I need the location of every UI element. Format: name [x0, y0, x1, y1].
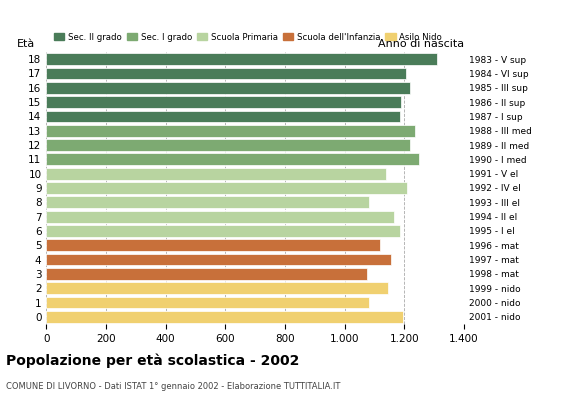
- Text: Età: Età: [17, 39, 35, 49]
- Bar: [46, 311, 403, 323]
- Text: Anno di nascita: Anno di nascita: [378, 39, 464, 49]
- Bar: [46, 125, 415, 137]
- Bar: [46, 225, 400, 237]
- Bar: [46, 53, 437, 65]
- Legend: Sec. II grado, Sec. I grado, Scuola Primaria, Scuola dell'Infanzia, Asilo Nido: Sec. II grado, Sec. I grado, Scuola Prim…: [50, 29, 445, 45]
- Text: COMUNE DI LIVORNO - Dati ISTAT 1° gennaio 2002 - Elaborazione TUTTITALIA.IT: COMUNE DI LIVORNO - Dati ISTAT 1° gennai…: [6, 382, 340, 391]
- Bar: [46, 254, 391, 266]
- Text: Popolazione per età scolastica - 2002: Popolazione per età scolastica - 2002: [6, 354, 299, 368]
- Bar: [46, 82, 410, 94]
- Bar: [46, 211, 394, 222]
- Bar: [46, 96, 401, 108]
- Bar: [46, 268, 367, 280]
- Bar: [46, 168, 386, 180]
- Bar: [46, 182, 407, 194]
- Bar: [46, 139, 410, 151]
- Bar: [46, 239, 380, 251]
- Bar: [46, 196, 368, 208]
- Bar: [46, 282, 388, 294]
- Bar: [46, 154, 419, 165]
- Bar: [46, 297, 368, 308]
- Bar: [46, 110, 400, 122]
- Bar: [46, 68, 406, 79]
